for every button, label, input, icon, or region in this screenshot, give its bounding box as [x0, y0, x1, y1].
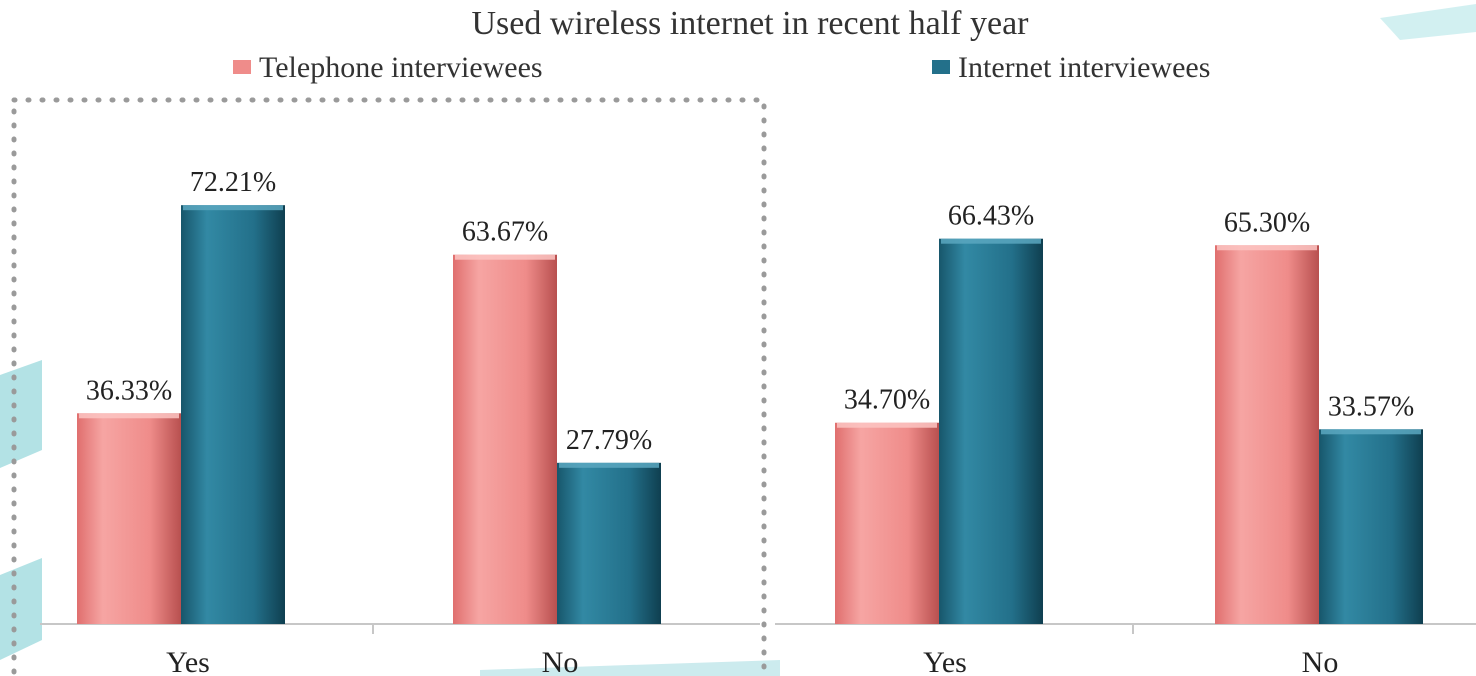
- bar-telephone: [77, 413, 181, 624]
- bar-telephone: [1215, 245, 1319, 624]
- bar-top-highlight: [941, 238, 1041, 244]
- legend-label-internet: Internet interviewees: [958, 51, 1210, 84]
- data-label-internet: 27.79%: [566, 425, 652, 456]
- x-tick-label: No: [542, 646, 579, 676]
- decorative-accents: [0, 4, 1476, 676]
- data-label-telephone: 63.67%: [462, 217, 548, 248]
- chart-title: Used wireless internet in recent half ye…: [472, 5, 1030, 42]
- data-label-internet: 33.57%: [1328, 391, 1414, 422]
- legend-swatch-internet: [932, 60, 950, 74]
- highlight-frame: [11, 97, 767, 676]
- data-label-telephone: 36.33%: [86, 375, 172, 406]
- bar-internet: [939, 238, 1043, 624]
- bar-top-highlight: [455, 254, 555, 260]
- bar-telephone: [453, 254, 557, 625]
- legend: Telephone interviewees Internet intervie…: [233, 51, 1210, 84]
- x-tick-label: Yes: [923, 646, 967, 676]
- bar-internet: [181, 205, 285, 624]
- data-label-telephone: 34.70%: [844, 385, 930, 416]
- bar-internet: [1319, 429, 1423, 624]
- legend-swatch-telephone: [233, 60, 251, 74]
- data-label-telephone: 65.30%: [1224, 207, 1310, 238]
- bar-top-highlight: [183, 205, 283, 211]
- bar-internet: [557, 462, 661, 624]
- x-tick-label: No: [1302, 646, 1339, 676]
- bar-top-highlight: [79, 413, 179, 419]
- bar-telephone: [835, 422, 939, 624]
- x-tick-label: Yes: [166, 646, 210, 676]
- bar-top-highlight: [559, 462, 659, 468]
- data-label-internet: 72.21%: [190, 167, 276, 198]
- data-label-internet: 66.43%: [948, 201, 1034, 232]
- bar-top-highlight: [837, 422, 937, 428]
- bar-top-highlight: [1321, 429, 1421, 435]
- legend-label-telephone: Telephone interviewees: [259, 51, 543, 84]
- bar-top-highlight: [1217, 245, 1317, 251]
